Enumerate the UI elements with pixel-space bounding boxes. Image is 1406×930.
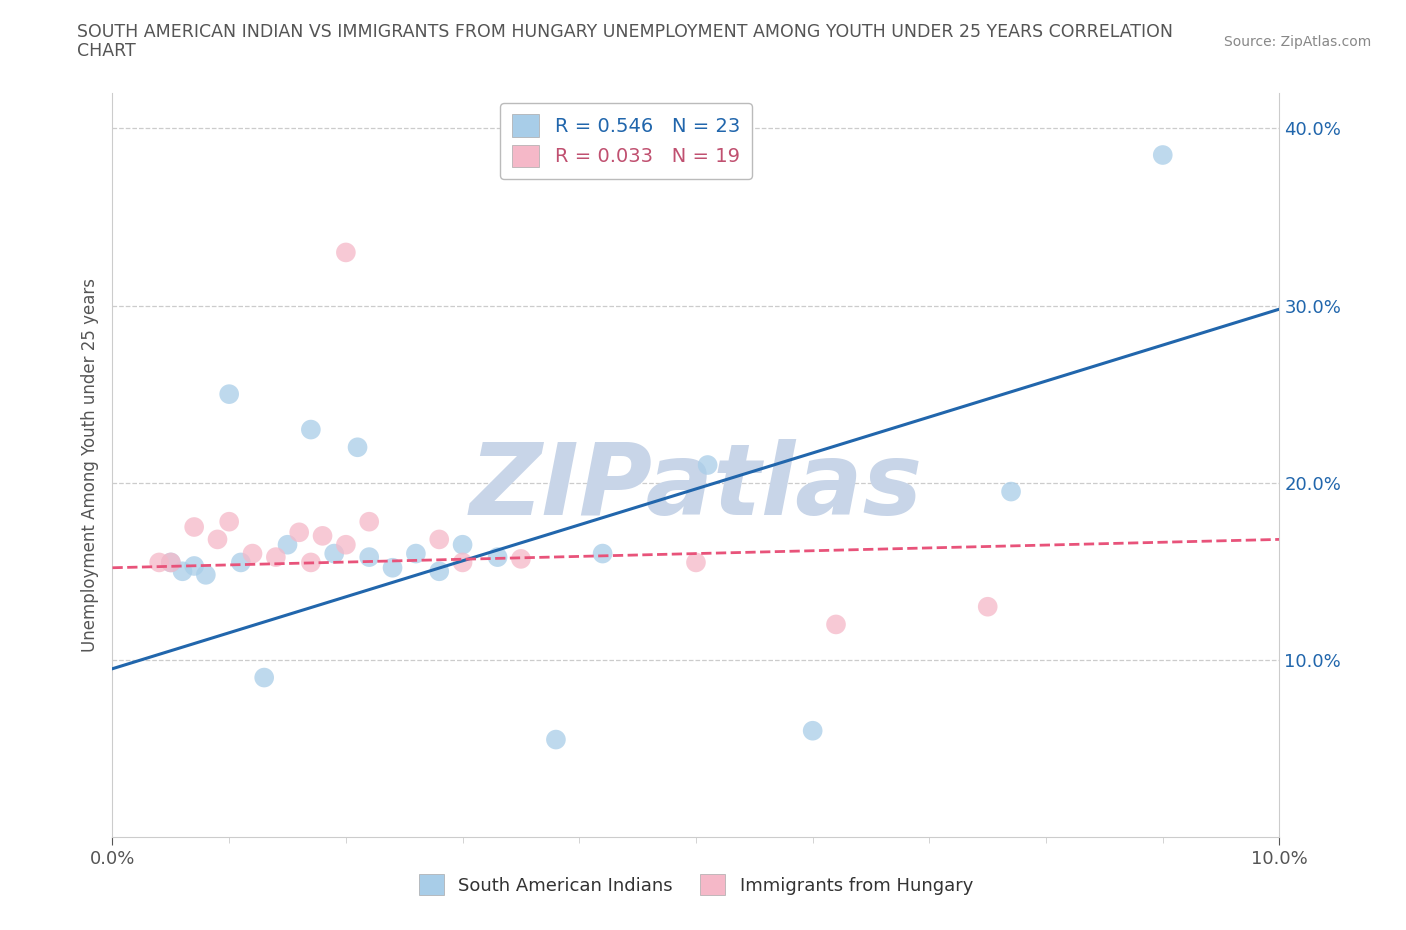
Point bbox=[696, 458, 718, 472]
Point bbox=[218, 387, 240, 402]
Point bbox=[427, 532, 450, 547]
Point bbox=[335, 245, 357, 259]
Point bbox=[183, 520, 205, 535]
Text: Source: ZipAtlas.com: Source: ZipAtlas.com bbox=[1223, 35, 1371, 49]
Y-axis label: Unemployment Among Youth under 25 years: Unemployment Among Youth under 25 years bbox=[80, 278, 98, 652]
Point bbox=[405, 546, 427, 561]
Point bbox=[685, 555, 707, 570]
Point bbox=[323, 546, 346, 561]
Point bbox=[359, 550, 381, 565]
Text: SOUTH AMERICAN INDIAN VS IMMIGRANTS FROM HUNGARY UNEMPLOYMENT AMONG YOUTH UNDER : SOUTH AMERICAN INDIAN VS IMMIGRANTS FROM… bbox=[77, 23, 1174, 41]
Point bbox=[801, 724, 824, 738]
Point bbox=[172, 564, 194, 578]
Point bbox=[288, 525, 311, 539]
Point bbox=[194, 567, 217, 582]
Point bbox=[976, 599, 998, 614]
Point bbox=[311, 528, 333, 543]
Point bbox=[509, 551, 531, 566]
Point bbox=[207, 532, 229, 547]
Point bbox=[253, 671, 276, 685]
Point bbox=[825, 617, 848, 631]
Point bbox=[183, 559, 205, 574]
Text: ZIPatlas: ZIPatlas bbox=[470, 439, 922, 536]
Point bbox=[299, 555, 322, 570]
Point bbox=[451, 538, 474, 552]
Point bbox=[160, 555, 183, 570]
Text: CHART: CHART bbox=[77, 42, 136, 60]
Point bbox=[299, 422, 322, 437]
Point bbox=[427, 564, 450, 578]
Point bbox=[229, 555, 252, 570]
Point bbox=[148, 555, 170, 570]
Point bbox=[218, 514, 240, 529]
Point bbox=[544, 732, 567, 747]
Point bbox=[486, 550, 509, 565]
Legend: South American Indians, Immigrants from Hungary: South American Indians, Immigrants from … bbox=[412, 867, 980, 902]
Point bbox=[264, 550, 287, 565]
Point bbox=[346, 440, 368, 455]
Point bbox=[276, 538, 298, 552]
Point bbox=[359, 514, 381, 529]
Point bbox=[242, 546, 264, 561]
Point bbox=[335, 538, 357, 552]
Point bbox=[1000, 485, 1022, 499]
Point bbox=[451, 555, 474, 570]
Point bbox=[1152, 148, 1174, 163]
Point bbox=[160, 555, 183, 570]
Point bbox=[381, 560, 404, 575]
Point bbox=[592, 546, 614, 561]
